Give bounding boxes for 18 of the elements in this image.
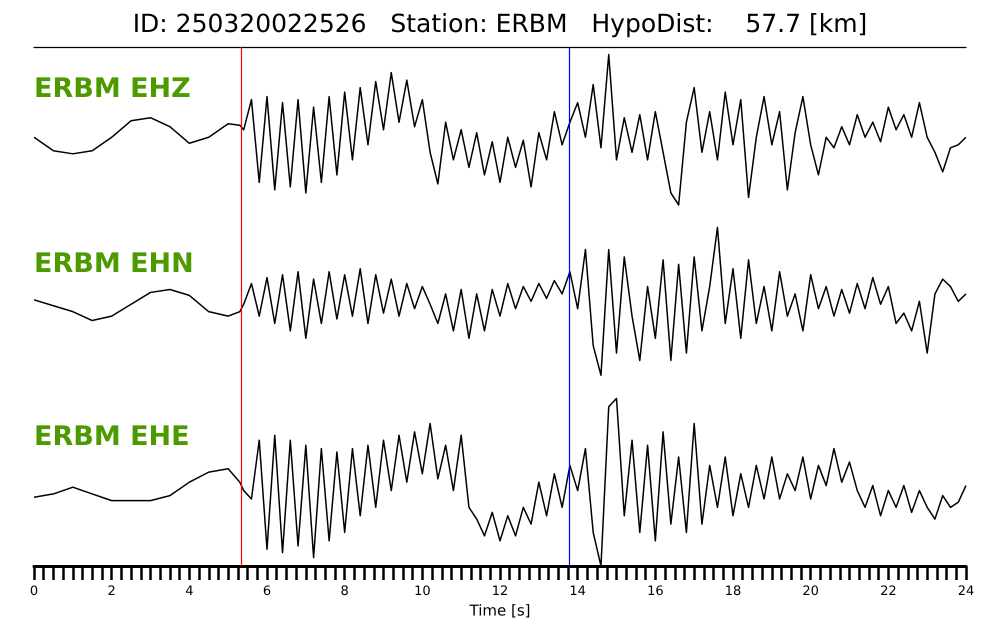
x-tick-label: 4 — [185, 584, 194, 599]
x-tick-label: 22 — [880, 584, 897, 599]
x-tick-label: 14 — [569, 584, 586, 599]
x-tick-label: 16 — [647, 584, 664, 599]
series-label: ERBM EHZ — [34, 73, 191, 104]
x-tick-label: 0 — [30, 584, 38, 599]
chart-title: ID: 250320022526 Station: ERBM HypoDist: 57.7 [km] — [132, 9, 868, 38]
x-tick-label: 6 — [262, 584, 272, 599]
x-tick-label: 24 — [958, 584, 974, 599]
series-label: ERBM EHE — [34, 421, 190, 452]
x-tick-label: 2 — [108, 584, 116, 599]
x-tick-label: 20 — [802, 584, 819, 599]
x-tick-label: 8 — [340, 584, 349, 599]
series-label: ERBM EHN — [34, 248, 194, 279]
x-tick-label: 18 — [724, 584, 742, 599]
x-tick-label: 10 — [414, 584, 431, 599]
x-tick-label: 12 — [492, 584, 508, 599]
x-axis-title: Time [s] — [468, 601, 530, 620]
